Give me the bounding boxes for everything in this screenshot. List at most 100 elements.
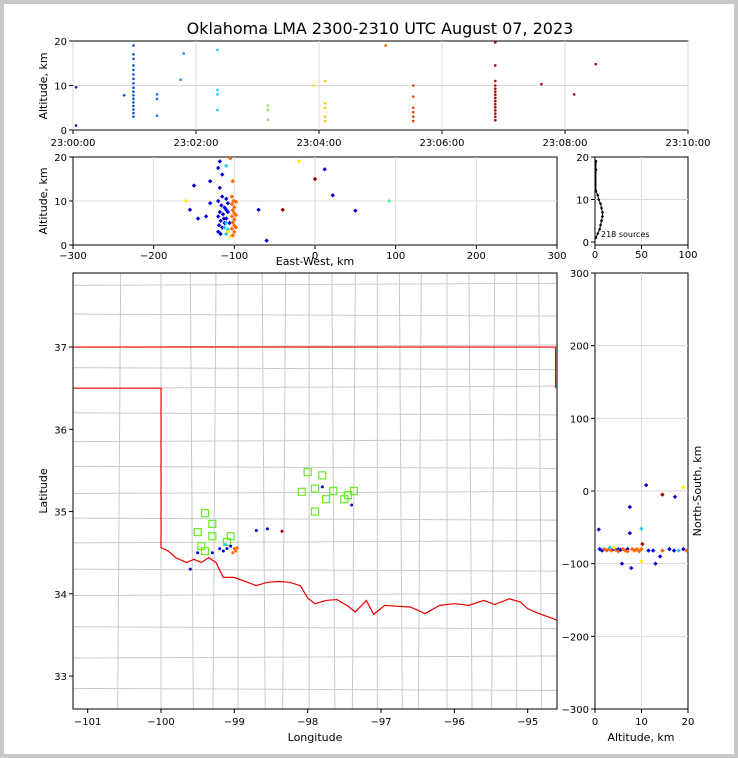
height-ns-point — [627, 504, 633, 510]
ew-height-point — [280, 207, 285, 212]
alt-tick-label: 0 — [61, 126, 67, 137]
time-height-point — [412, 115, 415, 118]
ns-alt-tick-label: 0 — [592, 717, 598, 728]
hist-alt-tick-label: 10 — [576, 196, 589, 207]
ew-height-point — [229, 226, 235, 231]
ns-tick-label: 100 — [570, 414, 589, 425]
lon-tick-label: −96 — [444, 717, 465, 728]
time-height-point — [312, 84, 316, 87]
ew-height-point — [232, 229, 237, 234]
ew-height-point — [353, 208, 358, 213]
height-ns-point — [660, 548, 665, 553]
height-ns-xlabel: Altitude, km — [607, 731, 674, 744]
ns-alt-tick-label: 20 — [682, 717, 695, 728]
time-height-point — [132, 115, 135, 118]
lon-tick-label: −97 — [370, 717, 391, 728]
ew-height-point — [228, 156, 233, 161]
time-height-point — [412, 95, 415, 98]
ew-height-point — [187, 207, 193, 212]
time-height-point — [132, 93, 135, 97]
time-height-point — [266, 104, 270, 107]
ew-height-point — [220, 225, 225, 230]
time-height-point — [266, 118, 270, 122]
height-ns-point — [606, 546, 612, 552]
lon-tick-label: −98 — [297, 717, 318, 728]
plan-view-point — [234, 549, 238, 553]
county-line — [72, 412, 558, 416]
height-ns-point — [639, 546, 644, 552]
ew-height-point — [230, 179, 235, 184]
ew-height-point — [217, 185, 223, 190]
alt-tick-label: 10 — [54, 82, 67, 93]
time-height-point — [494, 64, 497, 67]
ew-height-point — [221, 216, 227, 221]
time-height-point — [155, 114, 159, 118]
histogram-point — [594, 189, 598, 193]
county-line — [72, 687, 558, 691]
ew-tick-label: −100 — [221, 251, 248, 262]
plan-view-panel: −101 −100 −99 −98 −97 −96 −95 33 34 35 36 37 Latitu… — [37, 272, 558, 744]
histogram-point — [598, 223, 603, 227]
height-ns-point — [630, 546, 635, 552]
plan-view-point — [232, 547, 236, 551]
height-ns-point — [676, 548, 681, 553]
county-line — [261, 272, 266, 710]
ew-height-point — [296, 159, 302, 164]
county-line — [72, 367, 558, 371]
lma-station-marker — [343, 491, 353, 500]
time-height-point — [132, 57, 135, 61]
histogram-point — [598, 202, 603, 206]
ew-height-point — [220, 172, 225, 177]
time-height-point — [494, 79, 497, 83]
lma-station-marker — [297, 487, 306, 496]
figure-title: Oklahoma LMA 2300-2310 UTC August 07, 20… — [187, 19, 574, 38]
plan-view-point — [280, 529, 284, 533]
ns-tick-label: −100 — [562, 560, 589, 571]
time-height-point — [132, 111, 135, 115]
county-line — [72, 313, 558, 317]
histogram-point — [594, 159, 598, 163]
ew-height-point — [387, 198, 392, 204]
ew-height-panel: −300 −200 −100 0 100 200 300 0 10 20 Altitude, km… — [37, 153, 567, 268]
plan-view-point — [224, 542, 228, 546]
county-line — [117, 272, 122, 710]
time-height-point — [494, 90, 497, 94]
ew-height-point — [224, 196, 229, 201]
histogram-point — [596, 193, 600, 197]
plan-view-point — [350, 503, 354, 507]
height-ns-point — [639, 559, 644, 564]
ew-tick-label: −300 — [59, 251, 86, 262]
ew-height-point — [218, 218, 223, 223]
time-height-point — [494, 106, 497, 109]
time-height-point — [412, 106, 415, 110]
hist-alt-tick-label: 0 — [583, 238, 589, 249]
plan-view-point — [235, 546, 239, 550]
height-ns-point — [671, 548, 677, 553]
time-height-point — [132, 64, 135, 67]
county-line — [72, 465, 558, 469]
hist-alt-tick-label: 20 — [576, 153, 589, 164]
alt-tick-label: 20 — [54, 37, 67, 48]
time-height-point — [494, 96, 497, 100]
histogram-point — [600, 210, 605, 214]
ew-height-point — [216, 229, 221, 234]
height-ns-point — [646, 548, 651, 553]
time-height-point — [384, 44, 387, 47]
histogram-point — [597, 197, 601, 202]
time-height-point — [122, 93, 126, 97]
ew-height-point — [222, 225, 227, 230]
ew-height-point — [225, 229, 231, 234]
county-line — [538, 272, 543, 710]
ew-height-point — [229, 201, 235, 207]
ew-height-point — [224, 220, 229, 226]
ew-alt-tick-label: 10 — [54, 197, 67, 208]
time-height-point — [216, 93, 219, 96]
time-tick-label: 23:02:00 — [174, 138, 219, 149]
height-ns-point — [653, 561, 658, 566]
ew-height-point — [233, 212, 239, 218]
time-height-point — [132, 77, 135, 81]
ew-height-ylabel: Altitude, km — [37, 167, 50, 234]
time-height-point — [132, 81, 135, 85]
histogram-point — [594, 236, 598, 240]
